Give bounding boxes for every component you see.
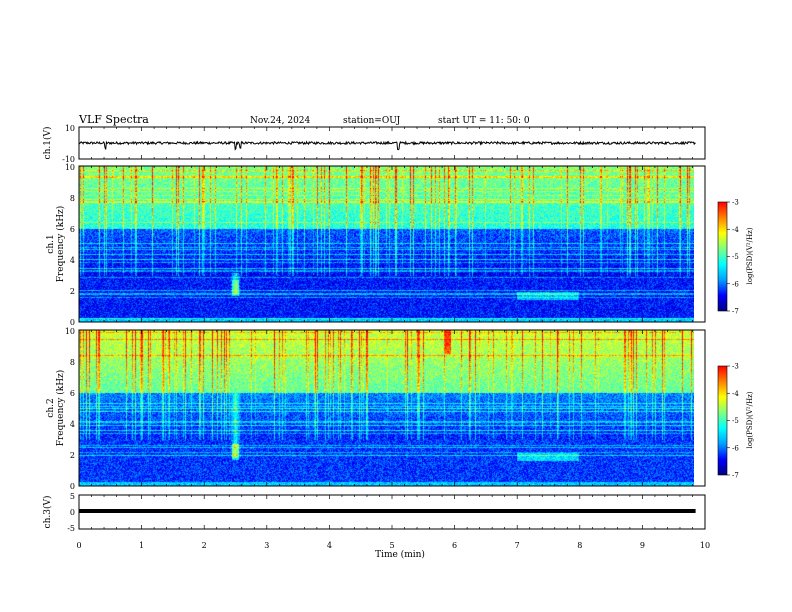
ch1-freq-tick-10: 10 <box>65 163 75 172</box>
ch1-waveform-line <box>78 140 696 151</box>
ch1-ticks <box>78 127 706 159</box>
colorbar-tick-label: -5 <box>732 417 739 425</box>
ch1-spectrogram-ticks <box>78 166 706 322</box>
colorbar-tick-label: -6 <box>732 280 739 288</box>
ch1-spectrogram-ylabel: Frequency (kHz) <box>55 206 66 283</box>
ch3-ticks <box>78 495 706 529</box>
ch1-freq-tick-4: 4 <box>70 256 75 265</box>
ch3-waveform-line <box>79 509 696 513</box>
date-label: Nov.24, 2024 <box>250 116 311 126</box>
ch2-freq-tick-10: 10 <box>65 327 75 336</box>
ch2-freq-tick-8: 8 <box>70 358 75 367</box>
ch2-freq-tick-4: 4 <box>70 420 75 429</box>
ch1-freq-tick-2: 2 <box>70 287 75 296</box>
time-tick-label: 6 <box>452 541 457 550</box>
ch2-spectrogram-channel-label: ch.2 <box>46 398 56 417</box>
colorbar-tick-label: -3 <box>732 363 739 371</box>
ch2-freq-tick-0: 0 <box>70 482 75 491</box>
time-tick-label: 4 <box>327 541 332 550</box>
ch1-spectrogram-image <box>79 166 694 322</box>
time-tick-label: 0 <box>76 541 81 550</box>
colorbar-ch2-ticks: -3 -4 -5 -6 -7 <box>727 363 739 480</box>
colorbar-tick-label: -3 <box>732 199 739 207</box>
time-tick-label: 10 <box>700 541 710 550</box>
colorbar-ch1-label: log(PSD)(V²/Hz) <box>746 227 754 284</box>
panel-ch1-spectrogram: 0 2 4 6 8 10 ch.1 Frequency (kHz) <box>46 163 706 327</box>
colorbar-ch1: -3 -4 -5 -6 -7 log(PSD)(V²/Hz) <box>717 199 754 316</box>
ch1-spectrogram-channel-label: ch.1 <box>46 234 56 253</box>
ch1-ytick-top: 10 <box>65 124 75 133</box>
colorbar-tick-label: -7 <box>732 308 739 316</box>
ch3-ytick-0: 0 <box>70 508 75 517</box>
panel-ch2-spectrogram: 0 2 4 6 8 10 ch.2 Frequency (kHz) <box>46 327 706 491</box>
ch2-spectrogram-ticks <box>78 330 706 486</box>
time-tick-label: 2 <box>202 541 207 550</box>
colorbar-tick-label: -4 <box>732 226 739 234</box>
ch3-ylabel: ch.3(V) <box>42 496 53 529</box>
colorbar-ch2-gradient <box>718 366 727 475</box>
colorbar-ch2: -3 -4 -5 -6 -7 log(PSD)(V²/Hz) <box>717 363 754 480</box>
ch2-spectrogram-image <box>79 330 694 486</box>
figure-title: VLF Spectra <box>78 113 149 126</box>
time-axis-label: Time (min) <box>375 549 425 560</box>
ch3-ytick-minus5: -5 <box>67 524 75 533</box>
ch2-spectrogram-ylabel: Frequency (kHz) <box>55 370 66 447</box>
time-tick-label: 3 <box>264 541 269 550</box>
ch1-freq-tick-0: 0 <box>70 318 75 327</box>
ch1-freq-tick-8: 8 <box>70 194 75 203</box>
ch2-freq-tick-2: 2 <box>70 451 75 460</box>
panel-ch1-waveform: 10 -10 ch.1(V) <box>42 124 706 164</box>
station-label: station=OUJ <box>343 116 401 126</box>
colorbar-tick-label: -4 <box>732 390 739 398</box>
panel-ch3-waveform: 5 0 -5 ch.3(V) <box>42 492 706 533</box>
time-tick-label: 1 <box>139 541 144 550</box>
colorbar-tick-label: -5 <box>732 253 739 261</box>
ch1-ytick-bottom: -10 <box>62 155 75 164</box>
ch1-ylabel: ch.1(V) <box>42 127 53 160</box>
time-axis-tick-labels: 0 1 2 3 4 5 6 7 8 9 10 <box>76 541 710 550</box>
colorbar-ch1-gradient <box>718 202 727 311</box>
time-tick-label: 7 <box>515 541 520 550</box>
colorbar-tick-label: -7 <box>732 472 739 480</box>
start-time-label: start UT = 11: 50: 0 <box>438 116 530 126</box>
colorbar-tick-label: -6 <box>732 444 739 452</box>
time-tick-label: 5 <box>389 541 394 550</box>
ch2-freq-tick-6: 6 <box>70 389 75 398</box>
ch1-freq-tick-6: 6 <box>70 225 75 234</box>
time-tick-label: 9 <box>640 541 645 550</box>
ch3-ytick-5: 5 <box>70 492 75 501</box>
colorbar-ch1-ticks: -3 -4 -5 -6 -7 <box>727 199 739 316</box>
time-tick-label: 8 <box>577 541 582 550</box>
colorbar-ch2-label: log(PSD)(V²/Hz) <box>746 391 754 448</box>
